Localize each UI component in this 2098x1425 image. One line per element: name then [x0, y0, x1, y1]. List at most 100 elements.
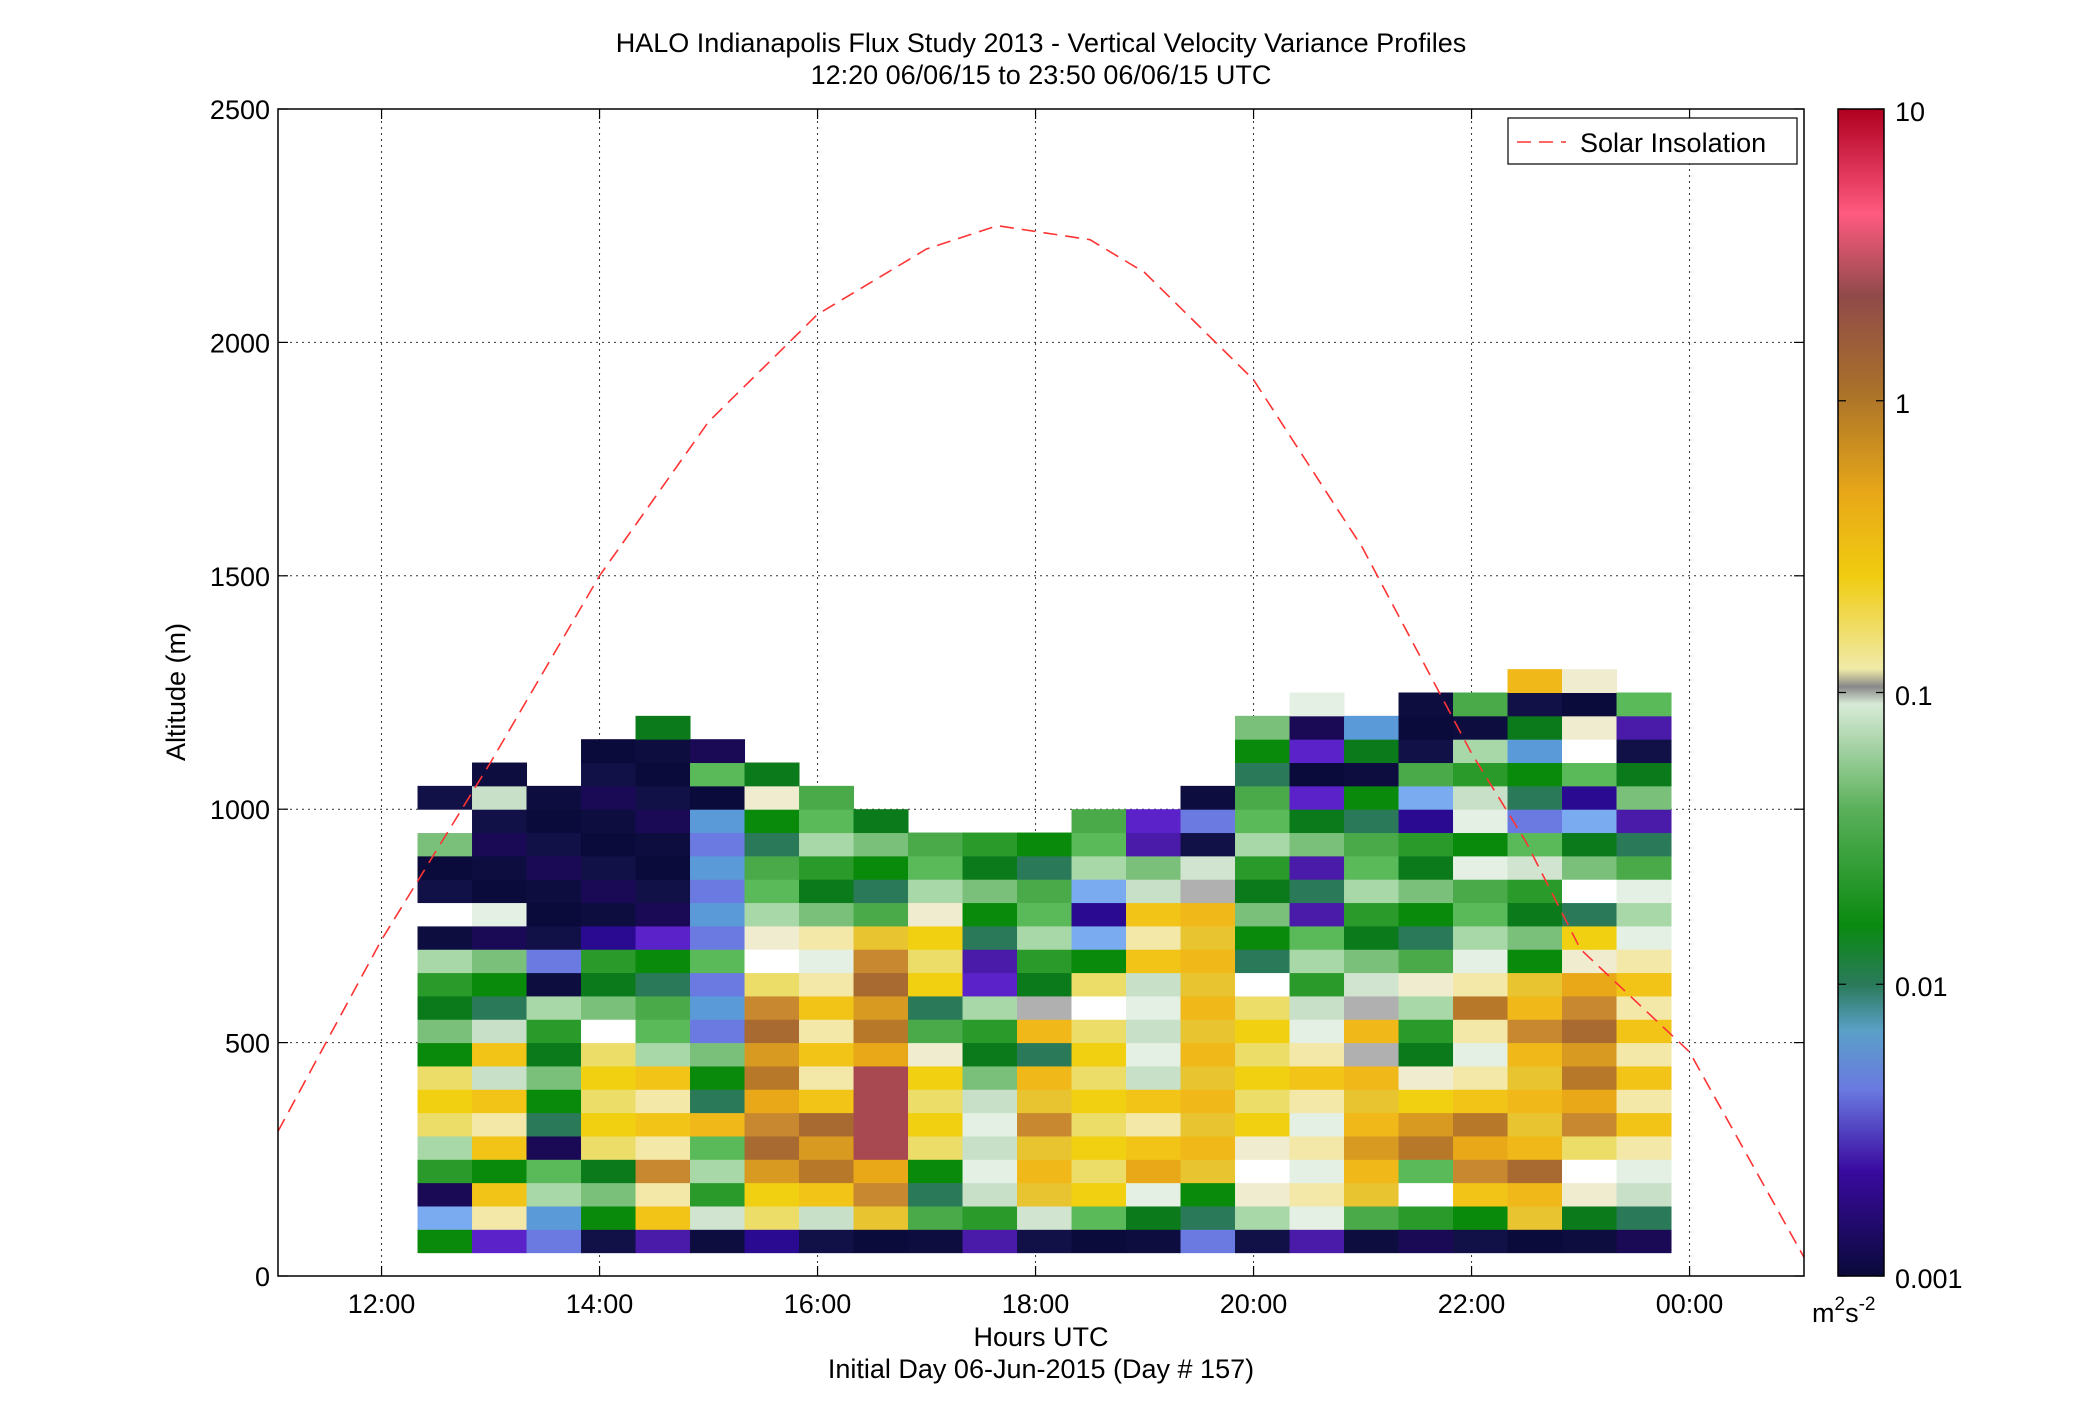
heatmap-cell: [1344, 1065, 1400, 1090]
heatmap-cell: [417, 1135, 473, 1160]
heatmap-cell: [690, 809, 746, 834]
heatmap-cell: [1235, 1019, 1291, 1044]
heatmap-cell: [853, 832, 909, 857]
heatmap-cell: [962, 1229, 1018, 1254]
heatmap-cell: [1071, 809, 1127, 834]
heatmap-cell: [581, 879, 637, 904]
heatmap-cell: [1507, 1042, 1563, 1067]
heatmap-cell: [1071, 1042, 1127, 1067]
heatmap-cell: [1507, 925, 1563, 950]
heatmap-cell: [472, 972, 528, 997]
heatmap-cell: [1344, 902, 1400, 927]
heatmap-cell: [1289, 762, 1345, 787]
heatmap-cell: [417, 949, 473, 974]
heatmap-cell: [1180, 972, 1236, 997]
heatmap-cell: [1453, 1205, 1509, 1230]
heatmap-cell: [1289, 949, 1345, 974]
heatmap-cell: [962, 1042, 1018, 1067]
heatmap-cell: [1562, 1205, 1618, 1230]
heatmap-cell: [581, 1042, 637, 1067]
heatmap-cell: [1126, 1229, 1182, 1254]
heatmap-cell: [744, 1042, 800, 1067]
heatmap-cell: [962, 972, 1018, 997]
heatmap-cell: [472, 1019, 528, 1044]
heatmap-cell: [635, 1065, 691, 1090]
heatmap-cell: [1507, 1182, 1563, 1207]
heatmap-cell: [526, 1089, 582, 1114]
heatmap-cell: [744, 949, 800, 974]
heatmap-cell: [1180, 1089, 1236, 1114]
heatmap-cell: [1180, 949, 1236, 974]
heatmap-cell: [472, 1065, 528, 1090]
heatmap-cell: [1398, 1042, 1454, 1067]
heatmap-cell: [1398, 902, 1454, 927]
heatmap-cell: [1616, 972, 1672, 997]
heatmap-cell: [526, 925, 582, 950]
heatmap-cell: [1071, 972, 1127, 997]
heatmap-cell: [1453, 762, 1509, 787]
heatmap-cell: [1616, 715, 1672, 740]
heatmap-cell: [1180, 1019, 1236, 1044]
heatmap-cell: [472, 1089, 528, 1114]
heatmap-cell: [1453, 1112, 1509, 1137]
heatmap-cell: [581, 1229, 637, 1254]
heatmap-cell: [1562, 972, 1618, 997]
heatmap-cell: [526, 1182, 582, 1207]
heatmap-cell: [1235, 832, 1291, 857]
heatmap-cell: [690, 739, 746, 764]
heatmap-cell: [908, 1135, 964, 1160]
heatmap-cell: [417, 995, 473, 1020]
heatmap-cell: [799, 1159, 855, 1184]
heatmap-cell: [1562, 692, 1618, 717]
heatmap-cell: [581, 995, 637, 1020]
heatmap-cell: [1562, 1229, 1618, 1254]
heatmap-cell: [1616, 809, 1672, 834]
heatmap-cell: [1017, 1112, 1073, 1137]
heatmap-cell: [581, 855, 637, 880]
heatmap-cell: [417, 902, 473, 927]
heatmap-cell: [908, 832, 964, 857]
heatmap-cell: [1507, 832, 1563, 857]
heatmap-cell: [1289, 1089, 1345, 1114]
heatmap-cell: [581, 902, 637, 927]
heatmap-cell: [1289, 1159, 1345, 1184]
heatmap-cell: [635, 715, 691, 740]
heatmap-cell: [472, 809, 528, 834]
heatmap-cell: [962, 1159, 1018, 1184]
heatmap-cell: [1616, 832, 1672, 857]
heatmap-cell: [908, 902, 964, 927]
heatmap-cell: [1180, 925, 1236, 950]
colorbar-tick-label: 0.1: [1895, 681, 1933, 711]
heatmap-cell: [1453, 785, 1509, 810]
heatmap-cell: [1017, 1205, 1073, 1230]
heatmap-cell: [526, 1112, 582, 1137]
heatmap-cell: [853, 995, 909, 1020]
heatmap-cell: [1344, 1042, 1400, 1067]
heatmap-cell: [799, 925, 855, 950]
heatmap-cell: [581, 1089, 637, 1114]
heatmap-cell: [1398, 785, 1454, 810]
heatmap-cell: [1235, 785, 1291, 810]
heatmap-cell: [1507, 1089, 1563, 1114]
heatmap-cell: [1017, 925, 1073, 950]
heatmap-cell: [744, 1065, 800, 1090]
heatmap-cell: [1562, 1042, 1618, 1067]
heatmap-cell: [1562, 1135, 1618, 1160]
heatmap-cell: [1180, 1159, 1236, 1184]
y-tick-label: 500: [225, 1029, 270, 1059]
legend: Solar Insolation: [1507, 117, 1798, 165]
heatmap-cell: [1616, 1042, 1672, 1067]
heatmap-cell: [526, 1229, 582, 1254]
heatmap-cell: [1017, 902, 1073, 927]
heatmap-cell: [1453, 1042, 1509, 1067]
heatmap-cell: [1398, 949, 1454, 974]
heatmap-cell: [472, 855, 528, 880]
y-tick-label: 1000: [210, 795, 270, 825]
heatmap-cell: [744, 1205, 800, 1230]
heatmap-cell: [1235, 1112, 1291, 1137]
y-tick-label: 1500: [210, 562, 270, 592]
heatmap-cell: [962, 1182, 1018, 1207]
heatmap-cell: [1289, 1205, 1345, 1230]
heatmap-cell: [1453, 715, 1509, 740]
